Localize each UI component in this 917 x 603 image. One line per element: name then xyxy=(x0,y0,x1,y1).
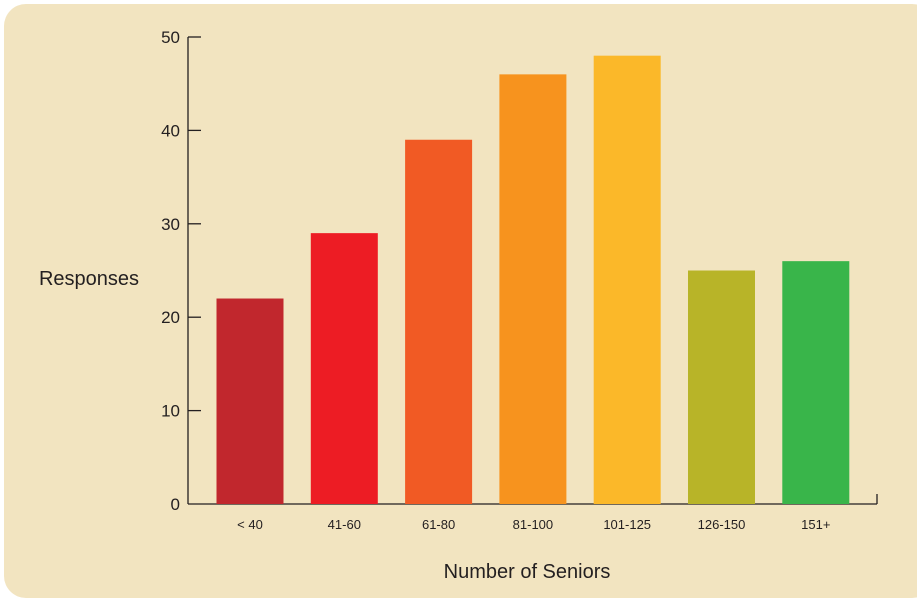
x-category-label: 61-80 xyxy=(422,517,455,532)
x-category-label: 41-60 xyxy=(328,517,361,532)
category-labels: < 40 41-60 61-80 81-100 101-125 126-150 151+ xyxy=(237,517,830,532)
y-tick-label: 20 xyxy=(161,308,180,327)
y-tick-label: 50 xyxy=(161,28,180,47)
bar xyxy=(216,298,284,504)
bar xyxy=(310,233,378,504)
x-category-label: 151+ xyxy=(801,517,830,532)
bar xyxy=(499,74,567,505)
y-ticks: 0 10 20 30 40 50 xyxy=(161,28,201,514)
y-tick-label: 10 xyxy=(161,402,180,421)
x-axis-title: Number of Seniors xyxy=(444,561,611,583)
y-tick-label: 0 xyxy=(171,495,180,514)
bars xyxy=(216,55,850,505)
y-tick-label: 40 xyxy=(161,121,180,140)
bar xyxy=(593,55,661,505)
y-axis-title: Responses xyxy=(39,268,139,290)
bar xyxy=(688,270,755,504)
x-category-label: 101-125 xyxy=(603,517,651,532)
x-category-label: 126-150 xyxy=(698,517,746,532)
bar xyxy=(782,261,850,504)
y-tick-label: 30 xyxy=(161,215,180,234)
bar xyxy=(405,139,473,505)
x-category-label: < 40 xyxy=(237,517,263,532)
x-category-label: 81-100 xyxy=(513,517,553,532)
